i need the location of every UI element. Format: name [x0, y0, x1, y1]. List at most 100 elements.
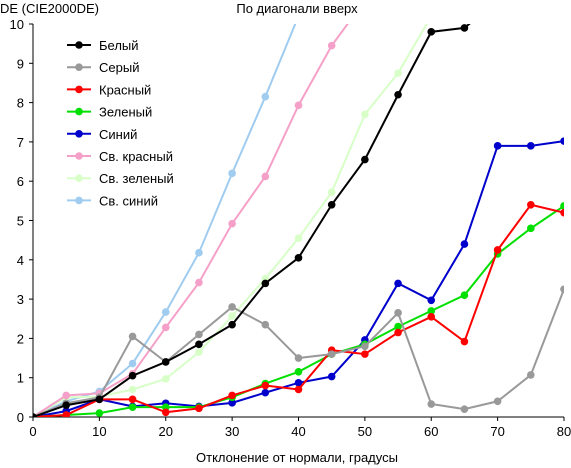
data-point [427, 307, 436, 315]
data-point [228, 219, 236, 228]
legend-label: Св. красный [99, 149, 173, 164]
legend-label: Св. синий [99, 193, 158, 208]
data-point [294, 101, 303, 110]
x-tick-label: 30 [225, 424, 239, 439]
x-tick-label: 80 [557, 424, 571, 439]
data-point [195, 340, 203, 349]
y-tick-label: 3 [17, 292, 24, 307]
data-point [327, 188, 336, 197]
data-point [494, 0, 502, 4]
y-tick-label: 7 [17, 135, 24, 150]
data-point [128, 332, 137, 341]
series-Красный [33, 200, 564, 417]
data-point [228, 399, 236, 407]
data-point [261, 320, 270, 329]
x-tick-label: 70 [490, 424, 504, 439]
data-point [62, 391, 70, 400]
data-point [427, 400, 436, 408]
legend-marker [75, 63, 83, 71]
y-tick-label: 8 [17, 96, 24, 111]
data-point [493, 246, 502, 254]
data-point [394, 279, 402, 288]
series-Св. красный [33, 0, 369, 417]
data-point [261, 381, 270, 390]
data-point [361, 350, 369, 358]
data-point [527, 200, 535, 209]
series-line [33, 288, 564, 417]
data-point [95, 409, 104, 417]
y-tick-label: 10 [10, 17, 24, 32]
series-layer [33, 0, 564, 417]
data-point [128, 371, 137, 380]
data-point [128, 385, 137, 394]
legend-marker [75, 130, 83, 138]
data-point [460, 337, 469, 346]
data-point [427, 28, 436, 36]
data-point [62, 411, 70, 417]
data-point [427, 12, 435, 20]
data-point [361, 110, 369, 119]
legend-marker [75, 152, 83, 160]
data-point [493, 397, 502, 406]
data-point [327, 350, 336, 358]
data-point [294, 385, 303, 394]
data-point [228, 303, 236, 311]
data-point [527, 142, 535, 150]
data-point [460, 24, 469, 32]
data-point [261, 279, 270, 288]
legend-label: Серый [99, 60, 139, 75]
data-point [294, 379, 303, 387]
data-point [95, 395, 104, 404]
data-point [460, 405, 469, 413]
data-point [161, 358, 170, 366]
legend-item: Св. зеленый [67, 171, 174, 186]
legend-label: Белый [99, 38, 139, 53]
legend-marker [75, 107, 83, 116]
x-tick-label: 40 [291, 424, 305, 439]
legend-label: Красный [99, 82, 151, 97]
data-point [195, 404, 203, 413]
axes: 0 1 2 3 4 5 6 7 8 9 10 0 10 20 30 40 50 60 70 80 [10, 17, 571, 439]
data-point [128, 403, 137, 411]
series-line [33, 24, 428, 417]
data-point [560, 137, 564, 145]
data-point [394, 90, 402, 99]
x-tick-label: 60 [424, 424, 438, 439]
y-axis-label: DE (CIE2000DE) [0, 1, 99, 16]
data-point [394, 309, 402, 317]
data-point [560, 208, 564, 217]
data-point [161, 323, 170, 332]
data-point [361, 155, 369, 164]
legend-item: Св. красный [67, 149, 173, 164]
legend-marker [75, 41, 83, 49]
y-tick-label: 5 [17, 214, 24, 229]
series-line [33, 24, 297, 417]
legend-label: Зеленый [99, 105, 152, 120]
data-point [527, 224, 535, 233]
data-point [228, 312, 236, 320]
data-point [294, 368, 303, 376]
data-point [195, 248, 203, 257]
series-Серый [33, 285, 564, 417]
y-tick-label: 4 [17, 253, 24, 268]
data-point [361, 0, 369, 4]
data-point [62, 401, 70, 410]
x-tick-label: 50 [358, 424, 372, 439]
y-tick-label: 1 [17, 371, 24, 386]
legend: Белый Серый Красный Зеленый Синий Св. красный… [67, 38, 174, 208]
data-point [460, 240, 469, 248]
data-point [195, 348, 203, 356]
data-point [394, 328, 402, 337]
legend-item: Белый [67, 38, 139, 53]
data-point [394, 322, 402, 331]
y-tick-label: 0 [17, 410, 24, 425]
x-axis-label: Отклонение от нормали, градусы [196, 450, 398, 465]
data-point [161, 375, 170, 383]
data-point [560, 285, 564, 294]
data-point [327, 372, 336, 381]
y-tick-label: 6 [17, 174, 24, 189]
data-point [261, 172, 270, 181]
data-point [394, 69, 402, 77]
y-tick-label: 2 [17, 331, 24, 346]
